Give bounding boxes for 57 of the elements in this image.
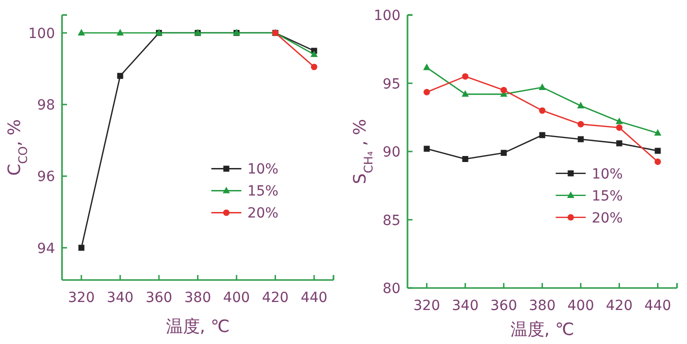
point xyxy=(500,86,507,94)
point xyxy=(539,132,546,138)
y-tick-label: 80 xyxy=(382,281,400,297)
x-tick-label: 380 xyxy=(184,290,212,306)
x-tick-label: 340 xyxy=(452,298,479,314)
x-tick-label: 400 xyxy=(567,298,594,314)
legend-label: 15% xyxy=(247,184,278,200)
x-tick-label: 420 xyxy=(606,298,633,314)
point xyxy=(616,124,622,131)
x-tick-label: 360 xyxy=(146,290,172,306)
point xyxy=(616,117,623,124)
point xyxy=(538,83,546,90)
x-tick-label: 440 xyxy=(300,290,328,306)
y-tick-label: 95 xyxy=(382,76,400,92)
point xyxy=(654,148,661,154)
y-tick-label: 96 xyxy=(37,169,56,186)
point xyxy=(654,158,661,165)
legend-label: 20% xyxy=(247,206,278,222)
legend-label: 15% xyxy=(592,188,623,204)
point xyxy=(462,73,468,80)
x-tick-label: 320 xyxy=(413,298,440,314)
point xyxy=(116,28,124,36)
point xyxy=(424,88,430,96)
x-tick-label: 420 xyxy=(262,290,289,306)
point xyxy=(578,121,584,128)
legend-label: 10% xyxy=(592,166,623,182)
x-tick-label: 440 xyxy=(644,298,672,314)
point xyxy=(78,28,85,36)
point xyxy=(310,50,318,57)
x-tick-label: 320 xyxy=(68,290,95,306)
y-tick-label: 94 xyxy=(37,240,56,257)
point xyxy=(654,129,662,136)
y-tick-label: 100 xyxy=(28,26,55,42)
point xyxy=(78,244,84,251)
point xyxy=(462,156,468,162)
y-tick-label: 85 xyxy=(382,212,400,229)
point xyxy=(424,146,430,152)
x-tick-label: 400 xyxy=(223,290,250,306)
y-tick-label: 100 xyxy=(374,8,400,24)
point xyxy=(310,64,318,70)
point xyxy=(500,150,507,156)
x-tick-label: 360 xyxy=(490,298,518,314)
x-axis-title: 温度, ℃ xyxy=(510,320,574,340)
x-tick-label: 340 xyxy=(106,290,134,306)
point xyxy=(462,90,469,97)
x-axis-title: 温度, ℃ xyxy=(166,317,230,337)
y-tick-label: 90 xyxy=(382,144,400,160)
x-tick-label: 380 xyxy=(528,298,556,314)
legend-label: 10% xyxy=(247,162,278,178)
point xyxy=(423,64,430,70)
y-tick-label: 98 xyxy=(37,98,55,114)
point xyxy=(616,140,622,146)
point xyxy=(539,107,546,114)
point xyxy=(578,136,584,142)
legend-label: 20% xyxy=(592,210,623,226)
point xyxy=(577,102,584,108)
point xyxy=(117,72,124,79)
